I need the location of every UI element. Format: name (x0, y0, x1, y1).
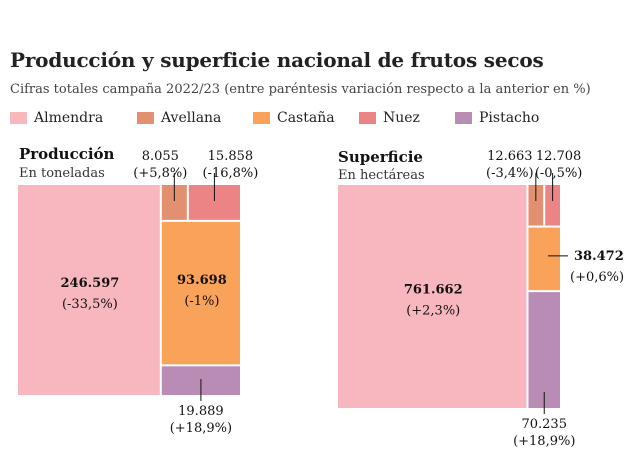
legend-swatch-nuez (359, 112, 376, 124)
value-label-produccion-nuez: 15.858 (208, 149, 254, 164)
treemap-cell-superficie-nuez (545, 185, 560, 226)
change-label-superficie-almendra: (+2,3%) (406, 304, 460, 319)
legend-item-almendra: Almendra (10, 109, 103, 127)
legend-item-pistacho: Pistacho (455, 109, 539, 127)
legend-item-avellana: Avellana (137, 109, 221, 127)
change-label-produccion-almendra: (-33,5%) (62, 297, 118, 312)
value-label-produccion-pistacho: 19.889 (178, 404, 224, 419)
legend-swatch-avellana (137, 112, 154, 124)
change-label-produccion-castana: (-1%) (184, 294, 219, 309)
change-label-superficie-castana: (+0,6%) (570, 270, 624, 285)
chart-subtitle: Cifras totales campaña 2022/23 (entre pa… (10, 82, 591, 97)
treemap-title-produccion: Producción (19, 145, 115, 163)
legend-label-avellana: Avellana (161, 110, 222, 126)
chart-title: Producción y superficie nacional de frut… (10, 48, 544, 72)
value-label-superficie-castana: 38.472 (574, 249, 624, 264)
change-label-produccion-pistacho: (+18,9%) (170, 421, 232, 436)
value-label-superficie-almendra: 761.662 (404, 283, 463, 298)
value-label-superficie-nuez: 12.708 (536, 149, 582, 164)
change-label-superficie-avellana: (-3,4%) (486, 166, 534, 181)
legend-swatch-pistacho (455, 112, 472, 124)
treemap-cell-produccion-almendra (18, 185, 160, 395)
treemap-cell-superficie-avellana (528, 185, 544, 226)
treemap-cell-produccion-castana (161, 221, 240, 365)
change-label-produccion-avellana: (+5,8%) (133, 166, 187, 181)
treemap-subtitle-produccion: En toneladas (19, 166, 105, 181)
legend-swatch-castana (253, 112, 270, 124)
legend-swatch-almendra (10, 112, 27, 124)
value-label-produccion-castana: 93.698 (177, 273, 227, 288)
treemap-title-superficie: Superficie (338, 148, 423, 166)
legend-label-pistacho: Pistacho (479, 110, 540, 126)
legend: Almendra Avellana Castaña Nuez Pistacho (10, 109, 610, 127)
treemap-subtitle-superficie: En hectáreas (338, 168, 425, 183)
legend-label-almendra: Almendra (34, 110, 104, 126)
treemap-cell-superficie-pistacho (528, 292, 560, 408)
legend-item-nuez: Nuez (359, 109, 420, 127)
legend-label-nuez: Nuez (383, 110, 420, 126)
treemap-cell-superficie-castana (528, 227, 560, 291)
legend-label-castana: Castaña (277, 110, 335, 126)
value-label-superficie-avellana: 12.663 (487, 149, 533, 164)
change-label-produccion-nuez: (-16,8%) (202, 166, 258, 181)
value-label-produccion-almendra: 246.597 (60, 276, 119, 291)
change-label-superficie-pistacho: (+18,9%) (513, 434, 575, 449)
change-label-superficie-nuez: (-0,5%) (535, 166, 583, 181)
value-label-superficie-pistacho: 70.235 (521, 417, 567, 432)
value-label-produccion-avellana: 8.055 (142, 149, 179, 164)
treemap-cell-superficie-almendra (338, 185, 527, 408)
legend-item-castana: Castaña (253, 109, 335, 127)
